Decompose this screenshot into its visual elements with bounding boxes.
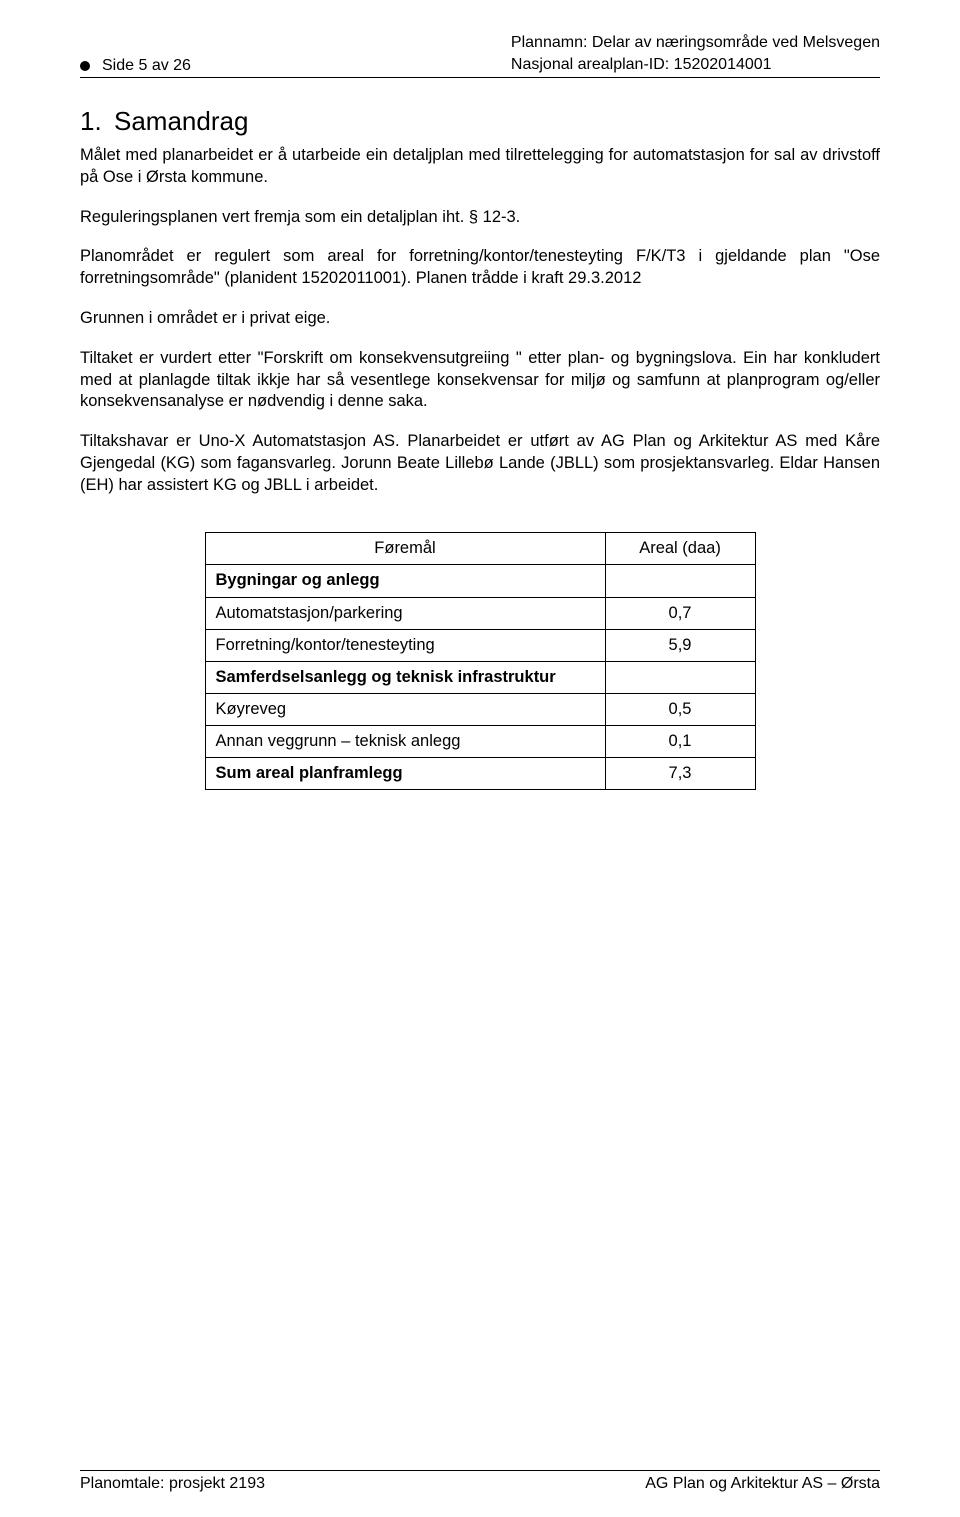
section-title: Samandrag [114, 106, 248, 136]
section-heading: 1.Samandrag [80, 106, 880, 137]
table-row: Køyreveg 0,5 [205, 693, 755, 725]
paragraph-4: Grunnen i området er i privat eige. [80, 308, 880, 330]
cell-label: Bygningar og anlegg [205, 565, 605, 597]
paragraph-3: Planområdet er regulert som areal for fo… [80, 246, 880, 290]
paragraph-6: Tiltakshavar er Uno-X Automatstasjon AS.… [80, 431, 880, 496]
cell-label: Køyreveg [205, 693, 605, 725]
paragraph-1: Målet med planarbeidet er å utarbeide ei… [80, 145, 880, 189]
cell-value: 5,9 [605, 629, 755, 661]
cell-value: 0,1 [605, 725, 755, 757]
page-footer: Planomtale: prosjekt 2193 AG Plan og Ark… [80, 1470, 880, 1493]
footer-left: Planomtale: prosjekt 2193 [80, 1475, 265, 1493]
cell-label: Sum areal planframlegg [205, 758, 605, 790]
table-row: Automatstasjon/parkering 0,7 [205, 597, 755, 629]
cell-value: 0,7 [605, 597, 755, 629]
body-text: Målet med planarbeidet er å utarbeide ei… [80, 145, 880, 496]
plan-name-line: Plannamn: Delar av næringsområde ved Mel… [511, 32, 880, 54]
table-row: Annan veggrunn – teknisk anlegg 0,1 [205, 725, 755, 757]
section-number: 1. [80, 106, 114, 137]
plan-id-line: Nasjonal arealplan-ID: 15202014001 [511, 54, 880, 76]
cell-label: Samferdselsanlegg og teknisk infrastrukt… [205, 661, 605, 693]
cell-value [605, 565, 755, 597]
cell-value: 0,5 [605, 693, 755, 725]
paragraph-2: Reguleringsplanen vert fremja som ein de… [80, 207, 880, 229]
col-header-foremal: Føremål [205, 533, 605, 565]
table-row: Sum areal planframlegg 7,3 [205, 758, 755, 790]
page-number-label: Side 5 av 26 [102, 57, 191, 75]
paragraph-5: Tiltaket er vurdert etter "Forskrift om … [80, 348, 880, 413]
document-page: Side 5 av 26 Plannamn: Delar av næringso… [0, 0, 960, 1517]
header-right: Plannamn: Delar av næringsområde ved Mel… [511, 32, 880, 75]
cell-value [605, 661, 755, 693]
col-header-areal: Areal (daa) [605, 533, 755, 565]
table-row: Bygningar og anlegg [205, 565, 755, 597]
table-row: Samferdselsanlegg og teknisk infrastrukt… [205, 661, 755, 693]
footer-right: AG Plan og Arkitektur AS – Ørsta [645, 1475, 880, 1493]
page-header: Side 5 av 26 Plannamn: Delar av næringso… [80, 32, 880, 78]
header-left: Side 5 av 26 [80, 57, 191, 75]
cell-label: Forretning/kontor/tenesteyting [205, 629, 605, 661]
cell-label: Annan veggrunn – teknisk anlegg [205, 725, 605, 757]
table-header-row: Føremål Areal (daa) [205, 533, 755, 565]
summary-table-wrap: Føremål Areal (daa) Bygningar og anlegg … [80, 532, 880, 790]
cell-label: Automatstasjon/parkering [205, 597, 605, 629]
summary-table: Føremål Areal (daa) Bygningar og anlegg … [205, 532, 756, 790]
bullet-icon [80, 61, 90, 71]
table-row: Forretning/kontor/tenesteyting 5,9 [205, 629, 755, 661]
cell-value: 7,3 [605, 758, 755, 790]
